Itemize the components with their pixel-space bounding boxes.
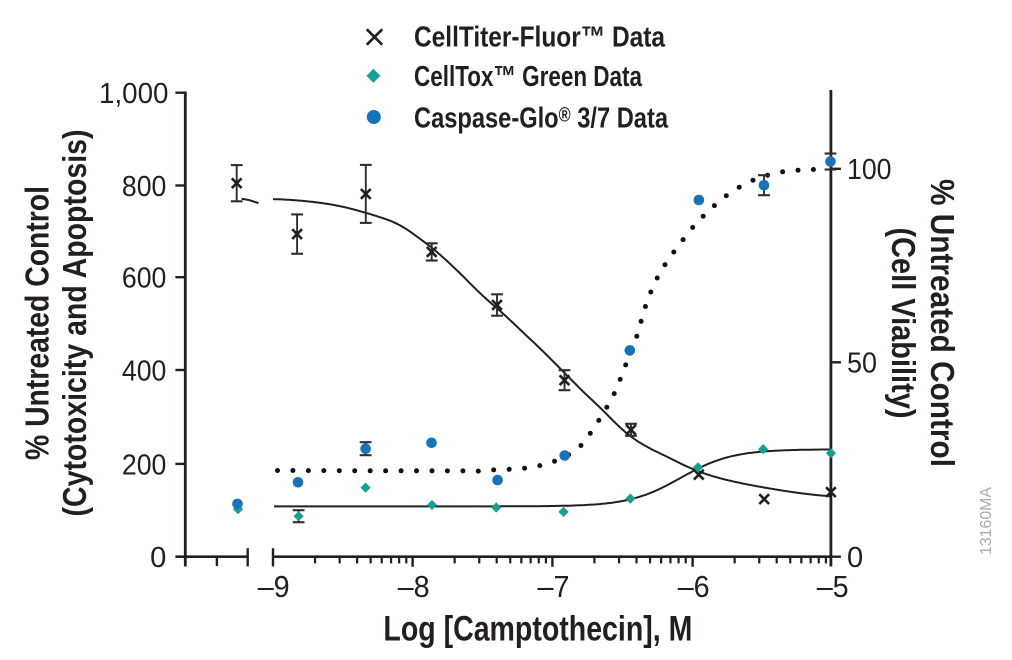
svg-text:% Untreated Control: % Untreated Control [924,179,961,467]
svg-text:Caspase-Glo® 3/7 Data: Caspase-Glo® 3/7 Data [414,102,669,134]
svg-text:100: 100 [847,154,892,186]
svg-text:0: 0 [150,542,166,574]
svg-text:–8: –8 [398,569,430,604]
svg-text:400: 400 [122,355,167,387]
svg-text:600: 600 [122,263,167,295]
svg-text:–5: –5 [817,569,849,604]
svg-text:% Untreated Control: % Untreated Control [18,186,55,460]
svg-text:(Cytotoxicity and Apoptosis): (Cytotoxicity and Apoptosis) [56,130,93,517]
svg-text:1,000: 1,000 [99,78,169,110]
svg-text:–7: –7 [538,569,570,604]
svg-text:200: 200 [122,449,167,481]
svg-text:CellTox™ Green Data: CellTox™ Green Data [414,61,643,93]
svg-text:CellTiter-Fluor™ Data: CellTiter-Fluor™ Data [414,22,666,54]
svg-text:13160MA: 13160MA [978,487,995,555]
svg-text:0: 0 [847,542,863,574]
svg-text:(Cell Viability): (Cell Viability) [885,228,922,419]
svg-text:–9: –9 [258,569,290,604]
svg-text:800: 800 [122,171,167,203]
svg-text:50: 50 [847,348,877,380]
svg-text:Log [Camptothecin], M: Log [Camptothecin], M [383,608,692,648]
svg-text:–6: –6 [678,569,710,604]
